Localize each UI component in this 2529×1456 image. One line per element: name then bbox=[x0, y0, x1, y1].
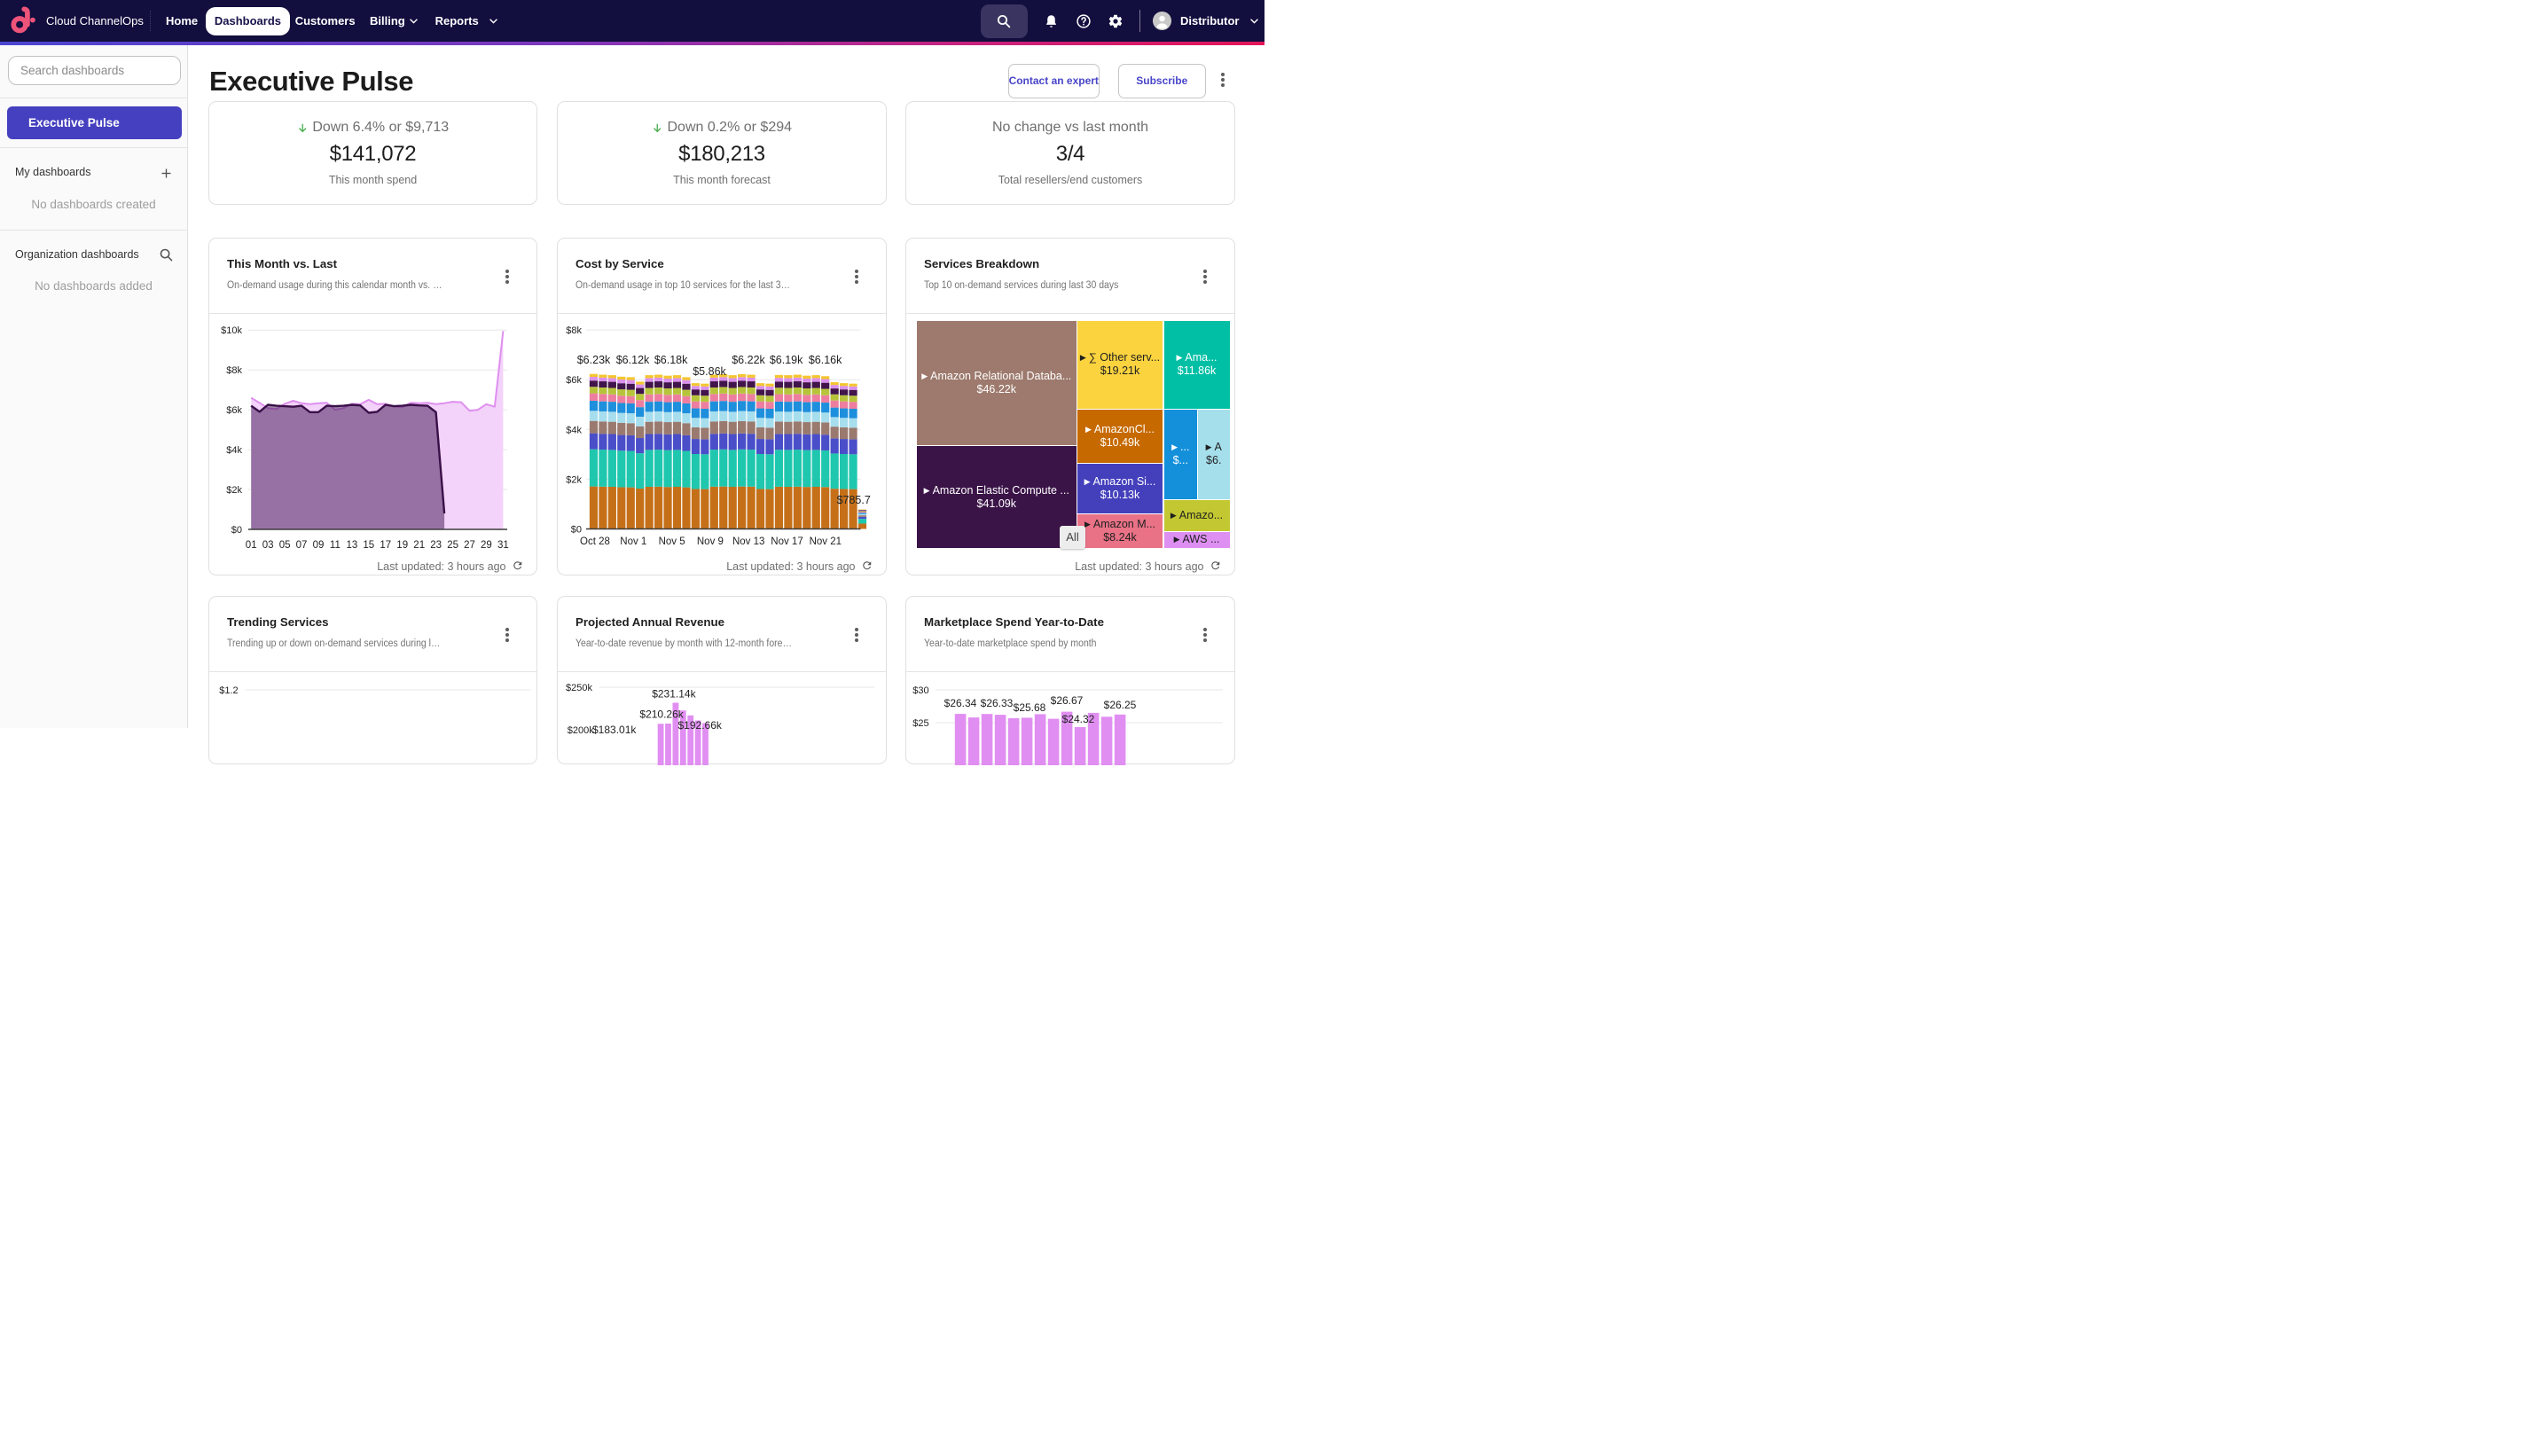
svg-text:11: 11 bbox=[330, 540, 341, 551]
svg-text:$24.32: $24.32 bbox=[1062, 713, 1095, 725]
svg-text:$5.86k: $5.86k bbox=[693, 365, 726, 378]
svg-text:$6.12k: $6.12k bbox=[616, 354, 650, 366]
svg-text:$210.26k: $210.26k bbox=[639, 708, 684, 721]
svg-text:23: 23 bbox=[430, 540, 442, 551]
svg-text:$10k: $10k bbox=[221, 325, 242, 336]
svg-text:$8k: $8k bbox=[566, 325, 582, 336]
svg-text:Nov 5: Nov 5 bbox=[659, 536, 685, 547]
svg-text:Nov 9: Nov 9 bbox=[697, 536, 724, 547]
svg-text:$183.01k: $183.01k bbox=[592, 724, 637, 736]
svg-text:29: 29 bbox=[481, 540, 492, 551]
svg-text:$25: $25 bbox=[912, 718, 928, 729]
svg-text:$6.22k: $6.22k bbox=[732, 354, 765, 366]
svg-text:$1.2: $1.2 bbox=[219, 685, 238, 696]
svg-text:03: 03 bbox=[262, 540, 274, 551]
svg-text:19: 19 bbox=[396, 540, 408, 551]
svg-text:$4k: $4k bbox=[226, 445, 242, 456]
svg-text:21: 21 bbox=[413, 540, 425, 551]
svg-text:$4k: $4k bbox=[566, 425, 582, 435]
svg-text:$6.18k: $6.18k bbox=[654, 354, 688, 366]
svg-text:$26.34: $26.34 bbox=[944, 697, 977, 709]
svg-text:$231.14k: $231.14k bbox=[652, 688, 696, 701]
svg-text:13: 13 bbox=[347, 540, 358, 551]
svg-text:$0: $0 bbox=[571, 525, 582, 536]
svg-text:$6.16k: $6.16k bbox=[809, 354, 842, 366]
svg-text:27: 27 bbox=[464, 540, 475, 551]
svg-text:Oct 28: Oct 28 bbox=[580, 536, 610, 547]
svg-text:17: 17 bbox=[380, 540, 391, 551]
svg-text:$6.19k: $6.19k bbox=[770, 354, 803, 366]
svg-text:25: 25 bbox=[447, 540, 458, 551]
svg-text:$200k: $200k bbox=[568, 725, 594, 736]
svg-text:$2k: $2k bbox=[566, 474, 582, 485]
svg-text:Nov 21: Nov 21 bbox=[810, 536, 842, 547]
svg-text:31: 31 bbox=[497, 540, 509, 551]
svg-text:$26.67: $26.67 bbox=[1051, 694, 1084, 707]
svg-text:09: 09 bbox=[313, 540, 325, 551]
svg-text:Nov 13: Nov 13 bbox=[732, 536, 764, 547]
svg-text:Nov 17: Nov 17 bbox=[771, 536, 803, 547]
svg-text:$25.68: $25.68 bbox=[1014, 701, 1046, 714]
svg-text:$250k: $250k bbox=[566, 683, 592, 693]
svg-text:05: 05 bbox=[279, 540, 291, 551]
svg-text:07: 07 bbox=[296, 540, 308, 551]
svg-text:$6k: $6k bbox=[566, 375, 582, 386]
svg-text:$2k: $2k bbox=[226, 485, 242, 496]
svg-text:$6k: $6k bbox=[226, 405, 242, 416]
svg-text:$8k: $8k bbox=[226, 365, 242, 376]
svg-text:$26.33: $26.33 bbox=[981, 697, 1014, 709]
svg-text:01: 01 bbox=[246, 540, 257, 551]
svg-text:15: 15 bbox=[363, 540, 374, 551]
svg-text:$0: $0 bbox=[231, 525, 242, 536]
svg-text:$6.23k: $6.23k bbox=[577, 354, 611, 366]
svg-text:$30: $30 bbox=[912, 685, 928, 696]
svg-text:$785.7: $785.7 bbox=[837, 494, 871, 506]
svg-text:$26.25: $26.25 bbox=[1104, 699, 1137, 711]
svg-text:$192.66k: $192.66k bbox=[678, 719, 723, 732]
svg-text:Nov 1: Nov 1 bbox=[620, 536, 646, 547]
